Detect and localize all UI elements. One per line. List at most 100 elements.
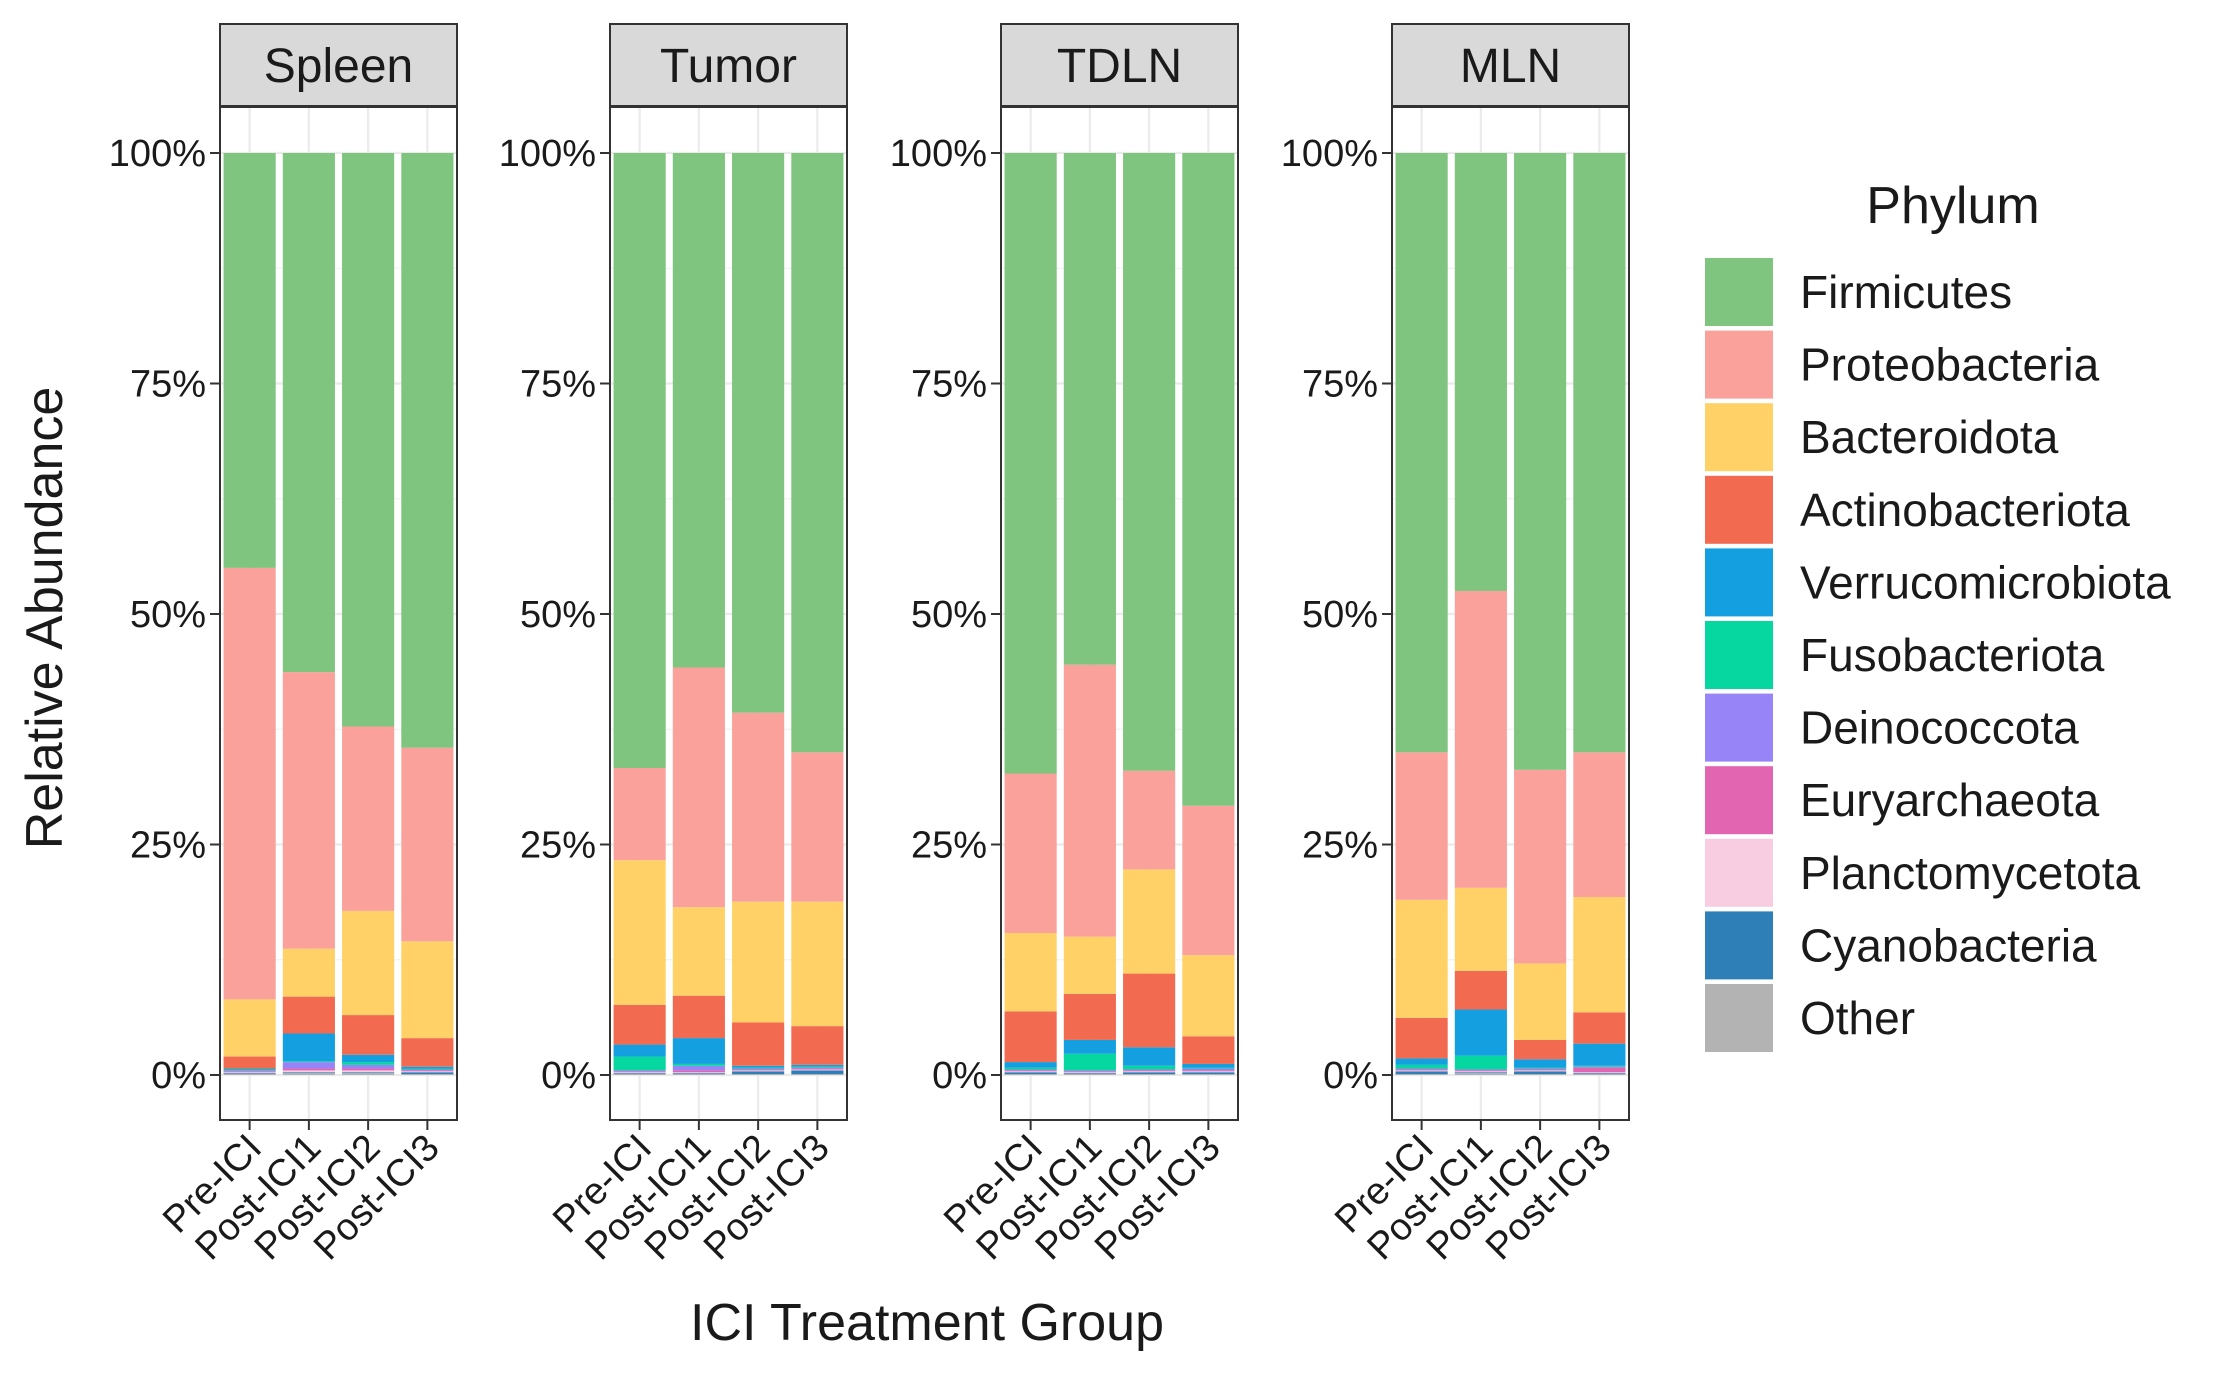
bar-segment-euryarchaeota	[1573, 1067, 1626, 1073]
bar-segment-planctomycetota	[732, 1070, 785, 1072]
bar-segment-firmicutes	[401, 153, 454, 748]
legend-label: Planctomycetota	[1800, 847, 2140, 899]
legend-entry-firmicutes: Firmicutes	[1705, 258, 2012, 326]
legend-entry-euryarchaeota: Euryarchaeota	[1705, 766, 2100, 835]
bar-segment-other	[1454, 1073, 1507, 1075]
bar-segment-actinobacteriota	[672, 995, 725, 1039]
bar-segment-firmicutes	[672, 153, 725, 668]
bar-segment-proteobacteria	[1454, 590, 1507, 888]
bar-segment-other	[672, 1074, 725, 1075]
bar-segment-fusobacteriota	[401, 1068, 454, 1070]
bar-segment-proteobacteria	[342, 726, 395, 911]
legend-label: Fusobacteriota	[1800, 629, 2105, 681]
stacked-bar-pre-ici	[223, 153, 276, 1075]
bar-segment-bacteroidota	[791, 901, 844, 1027]
bar-segment-firmicutes	[1514, 153, 1567, 770]
facet-panel-tdln: TDLN0%25%50%75%100%Pre-ICIPost-ICI1Post-…	[890, 23, 1239, 1268]
facet-strip	[1391, 23, 1630, 107]
bar-segment-euryarchaeota	[672, 1070, 725, 1073]
bar-segment-planctomycetota	[1182, 1071, 1235, 1073]
legend-entry-other: Other	[1705, 984, 1915, 1052]
facet-strip-label: MLN	[1460, 40, 1561, 93]
bar-segment-euryarchaeota	[791, 1068, 844, 1070]
bar-segment-deinococcota	[672, 1065, 725, 1071]
bar-segment-other	[401, 1074, 454, 1075]
bar-segment-firmicutes	[1573, 153, 1626, 753]
legend-key	[1705, 403, 1773, 472]
bar-segment-actinobacteriota	[613, 1004, 666, 1045]
bar-segment-planctomycetota	[791, 1069, 844, 1071]
bar-segment-actinobacteriota	[223, 1056, 276, 1069]
legend-key	[1705, 475, 1773, 544]
bar-segment-deinococcota	[282, 1062, 335, 1069]
legend-entry-deinococcota: Deinococcota	[1705, 693, 2079, 762]
legend-entry-bacteroidota: Bacteroidota	[1705, 403, 2059, 472]
y-tick-label: 50%	[1302, 594, 1378, 636]
legend-entry-proteobacteria: Proteobacteria	[1705, 330, 2100, 399]
bar-segment-planctomycetota	[1454, 1071, 1507, 1073]
legend-key	[1705, 548, 1773, 617]
stacked-bar-post-ici3	[1182, 153, 1235, 1075]
legend-label: Euryarchaeota	[1800, 774, 2100, 826]
stacked-bar-post-ici2	[1123, 153, 1176, 1075]
bar-segment-verrucomicrobiota	[1123, 1047, 1176, 1066]
bar-segment-other	[1004, 1074, 1057, 1075]
bar-segment-cyanobacteria	[342, 1072, 395, 1074]
bar-segment-deinococcota	[1063, 1070, 1116, 1072]
bar-segment-firmicutes	[1182, 153, 1235, 806]
legend-key	[1705, 766, 1773, 835]
legend-label: Actinobacteriota	[1800, 484, 2130, 536]
stacked-bar-pre-ici	[1395, 153, 1448, 1075]
bar-segment-planctomycetota	[613, 1072, 666, 1074]
bar-segment-verrucomicrobiota	[1004, 1062, 1057, 1068]
bar-segment-deinococcota	[1182, 1068, 1235, 1071]
bar-segment-planctomycetota	[1573, 1072, 1626, 1074]
panels-layer: Spleen0%25%50%75%100%Pre-ICIPost-ICI1Pos…	[109, 23, 1630, 1268]
bar-segment-actinobacteriota	[342, 1015, 395, 1055]
bar-segment-euryarchaeota	[342, 1068, 395, 1071]
y-tick-label: 50%	[520, 594, 596, 636]
bar-segment-euryarchaeota	[1182, 1070, 1235, 1072]
bar-segment-actinobacteriota	[1395, 1017, 1448, 1059]
bar-segment-verrucomicrobiota	[401, 1066, 454, 1069]
legend-label: Firmicutes	[1800, 266, 2012, 318]
y-tick-label: 0%	[151, 1055, 206, 1097]
bar-segment-bacteroidota	[401, 941, 454, 1039]
y-tick-label: 0%	[1323, 1055, 1378, 1097]
bar-segment-actinobacteriota	[1454, 970, 1507, 1010]
bar-segment-deinococcota	[1004, 1069, 1057, 1071]
bar-segment-deinococcota	[791, 1067, 844, 1069]
stacked-bar-post-ici2	[732, 153, 785, 1075]
bar-segment-actinobacteriota	[1123, 973, 1176, 1048]
bar-segment-planctomycetota	[1123, 1071, 1176, 1073]
bar-segment-bacteroidota	[672, 907, 725, 996]
bar-segment-deinococcota	[732, 1068, 785, 1070]
stacked-bar-post-ici1	[1454, 153, 1507, 1075]
bar-segment-firmicutes	[732, 153, 785, 713]
bar-segment-firmicutes	[613, 153, 666, 768]
bar-segment-verrucomicrobiota	[732, 1065, 785, 1068]
bar-segment-planctomycetota	[342, 1070, 395, 1073]
facet-strip-label: TDLN	[1057, 40, 1182, 93]
bar-segment-firmicutes	[791, 153, 844, 753]
bar-segment-euryarchaeota	[1063, 1071, 1116, 1073]
y-tick-label: 75%	[520, 364, 596, 406]
bar-segment-euryarchaeota	[1395, 1069, 1448, 1071]
bar-segment-firmicutes	[342, 153, 395, 727]
bar-segment-cyanobacteria	[732, 1071, 785, 1075]
bar-segment-firmicutes	[1454, 153, 1507, 591]
bar-segment-cyanobacteria	[282, 1072, 335, 1074]
bar-segment-planctomycetota	[672, 1072, 725, 1074]
bar-segment-firmicutes	[282, 153, 335, 673]
legend-entry-fusobacteriota: Fusobacteriota	[1705, 621, 2105, 689]
y-tick-label: 25%	[520, 825, 596, 867]
stacked-bar-post-ici1	[282, 153, 335, 1075]
bar-segment-proteobacteria	[1573, 752, 1626, 898]
bar-segment-fusobacteriota	[1182, 1067, 1235, 1069]
bar-segment-firmicutes	[1395, 153, 1448, 753]
bar-segment-bacteroidota	[1063, 936, 1116, 994]
bar-segment-actinobacteriota	[791, 1026, 844, 1065]
bar-segment-proteobacteria	[401, 747, 454, 942]
